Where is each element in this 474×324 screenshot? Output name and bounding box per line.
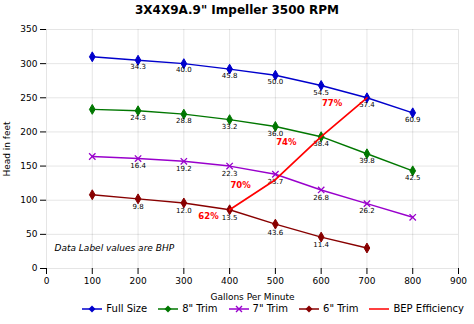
svg-text:150: 150 [20,161,37,171]
svg-text:100: 100 [20,195,37,205]
svg-text:22.3: 22.3 [222,170,238,178]
svg-text:16.4: 16.4 [130,162,146,170]
html-text:7" Trim: 7" Trim [252,303,288,314]
svg-text:50.0: 50.0 [268,78,284,86]
svg-text:50: 50 [26,229,38,239]
svg-text:800: 800 [404,276,421,286]
svg-text:700: 700 [358,276,375,286]
svg-text:24.3: 24.3 [130,114,146,122]
svg-text:36.0: 36.0 [267,129,284,138]
svg-text:62%: 62% [198,211,219,221]
html-text:Full Size: Full Size [106,303,148,314]
svg-text:77%: 77% [322,98,343,108]
html-text:8" Trim: 8" Trim [182,303,218,314]
svg-text:60.9: 60.9 [405,116,421,124]
svg-text:39.8: 39.8 [359,157,375,165]
svg-text:100: 100 [84,276,101,286]
svg-text:400: 400 [221,276,238,286]
svg-text:250: 250 [20,93,37,103]
svg-text:57.4: 57.4 [359,100,375,109]
svg-text:33.2: 33.2 [222,123,238,131]
svg-text:34.3: 34.3 [130,63,146,71]
svg-text:38.4: 38.4 [313,139,329,148]
svg-text:300: 300 [175,276,192,286]
svg-text:12.0: 12.0 [176,207,192,215]
svg-text:54.5: 54.5 [313,89,329,97]
svg-text:45.8: 45.8 [222,72,238,80]
svg-text:Head in feet: Head in feet [2,121,12,177]
svg-text:26.8: 26.8 [313,194,329,202]
svg-text:19.2: 19.2 [176,165,192,173]
svg-text:23.7: 23.7 [267,178,284,186]
svg-text:500: 500 [267,276,284,286]
html-text:6" Trim: 6" Trim [323,303,359,314]
html-text:3X4X9A.9" Impeller 3500 RPM: 3X4X9A.9" Impeller 3500 RPM [134,3,340,17]
svg-text:600: 600 [313,276,330,286]
svg-text:300: 300 [20,59,37,69]
svg-text:200: 200 [20,127,37,137]
svg-text:40.0: 40.0 [176,66,192,74]
svg-text:74%: 74% [276,137,297,147]
html-text:BEP Efficiency: BEP Efficiency [393,303,464,314]
svg-text:11.4: 11.4 [313,241,329,249]
svg-text:200: 200 [129,276,146,286]
svg-text:0: 0 [44,276,50,286]
svg-text:900: 900 [450,276,467,286]
svg-text:0: 0 [32,263,38,273]
svg-text:13.5: 13.5 [222,214,238,222]
svg-text:43.6: 43.6 [268,229,284,237]
svg-text:26.2: 26.2 [359,207,375,215]
svg-text:28.8: 28.8 [176,117,192,125]
svg-text:42.5: 42.5 [405,174,421,182]
svg-text:9.8: 9.8 [132,203,143,211]
svg-text:350: 350 [20,24,37,34]
svg-text:70%: 70% [230,180,251,190]
svg-text:Data Label values are BHP: Data Label values are BHP [55,243,175,253]
svg-text:Gallons Per Minute: Gallons Per Minute [210,292,295,302]
